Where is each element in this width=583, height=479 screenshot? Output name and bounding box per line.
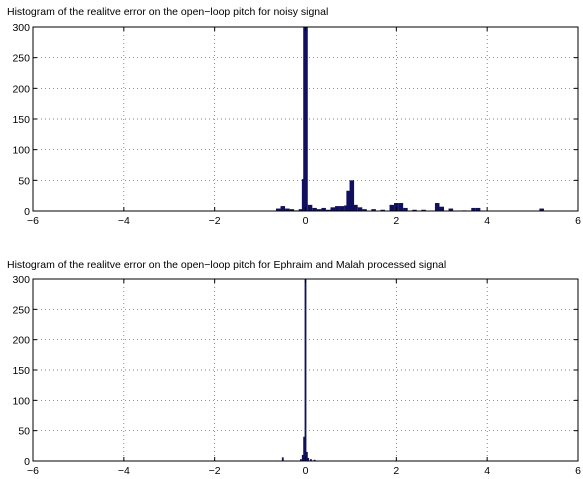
- x-tick-label: 4: [484, 215, 490, 227]
- histogram-bar: [316, 209, 322, 211]
- histogram-bar: [310, 459, 312, 461]
- histogram-bar: [313, 459, 316, 461]
- histogram-bar: [398, 203, 404, 211]
- histogram-ephraim-malah-title: Histogram of the realitve error on the o…: [7, 259, 446, 271]
- x-tick-label: 2: [393, 465, 399, 477]
- x-tick-label: −4: [118, 465, 130, 477]
- histogram-bar: [448, 208, 454, 211]
- histogram-bar: [339, 206, 345, 211]
- histogram-ephraim-malah-panel: Histogram of the realitve error on the o…: [7, 259, 581, 477]
- y-tick-label: 250: [12, 304, 30, 316]
- histogram-noisy-y-tick-labels: 0 50 100 150 200 250 300: [12, 22, 30, 218]
- histogram-noisy-x-tick-labels: −6 −4 −2 0 2 4 6: [27, 215, 581, 227]
- y-tick-label: 50: [18, 175, 30, 187]
- histogram-ephraim-malah-x-tick-labels: −6 −4 −2 0 2 4 6: [27, 465, 581, 477]
- histogram-bar: [475, 207, 481, 211]
- histogram-bar: [307, 457, 310, 461]
- histogram-bar: [412, 209, 417, 211]
- histogram-bar: [281, 457, 284, 461]
- x-tick-label: 6: [575, 465, 581, 477]
- y-tick-label: 50: [18, 426, 30, 438]
- y-tick-label: 100: [12, 395, 30, 407]
- histogram-bar: [303, 436, 306, 461]
- histogram-bar: [303, 27, 308, 211]
- y-tick-label: 300: [12, 274, 30, 286]
- x-tick-label: 0: [303, 465, 309, 477]
- histogram-bar: [349, 180, 355, 211]
- histogram-bar: [434, 203, 440, 211]
- histogram-ephraim-malah-y-tick-labels: 0 50 100 150 200 250 300: [12, 274, 30, 468]
- y-tick-label: 100: [12, 145, 30, 157]
- histogram-bar: [298, 209, 304, 211]
- histogram-noisy-title: Histogram of the realitve error on the o…: [7, 6, 328, 18]
- y-tick-label: 200: [12, 83, 30, 95]
- histogram-ephraim-malah-bars: [281, 279, 316, 461]
- histogram-bar: [362, 209, 367, 211]
- histogram-bar: [312, 207, 317, 211]
- histogram-bar: [304, 279, 307, 461]
- x-tick-label: 2: [393, 215, 399, 227]
- histogram-noisy-ticks: [32, 26, 579, 212]
- x-tick-label: −2: [209, 465, 221, 477]
- histogram-bar: [301, 454, 304, 461]
- histogram-bar: [380, 209, 385, 211]
- x-tick-label: −6: [27, 215, 39, 227]
- histogram-bar: [471, 207, 476, 211]
- histogram-bar: [300, 459, 302, 461]
- x-tick-label: 0: [303, 215, 309, 227]
- histogram-bar: [321, 207, 326, 211]
- histogram-bar: [353, 204, 358, 211]
- histogram-bar: [389, 204, 395, 211]
- y-tick-label: 300: [12, 22, 30, 34]
- x-tick-label: −4: [118, 215, 130, 227]
- histogram-bar: [307, 204, 313, 211]
- histogram-bar: [285, 208, 290, 211]
- histogram-bar: [357, 207, 363, 211]
- histogram-bar: [289, 209, 295, 211]
- y-tick-label: 200: [12, 335, 30, 347]
- y-tick-label: 250: [12, 53, 30, 65]
- y-tick-label: 0: [24, 206, 30, 218]
- histogram-bar: [330, 207, 336, 211]
- histogram-bar: [325, 209, 331, 211]
- y-tick-label: 150: [12, 365, 30, 377]
- x-tick-label: 6: [575, 215, 581, 227]
- y-tick-label: 0: [24, 456, 30, 468]
- x-tick-label: 4: [484, 465, 490, 477]
- histogram-bar: [371, 209, 376, 211]
- histogram-bar: [346, 190, 351, 211]
- histogram-bar: [403, 207, 408, 211]
- histogram-bar: [275, 208, 281, 211]
- histogram-bar: [539, 208, 544, 211]
- x-tick-label: −6: [27, 465, 39, 477]
- histogram-ephraim-malah-ticks: [32, 278, 579, 462]
- y-tick-label: 150: [12, 114, 30, 126]
- histogram-bar: [335, 206, 340, 211]
- x-tick-label: −2: [209, 215, 221, 227]
- histogram-bar: [421, 209, 426, 211]
- histogram-bar: [439, 206, 445, 211]
- histogram-bar: [305, 451, 308, 461]
- histogram-noisy-panel: Histogram of the realitve error on the o…: [7, 6, 581, 227]
- histogram-bar: [280, 206, 286, 211]
